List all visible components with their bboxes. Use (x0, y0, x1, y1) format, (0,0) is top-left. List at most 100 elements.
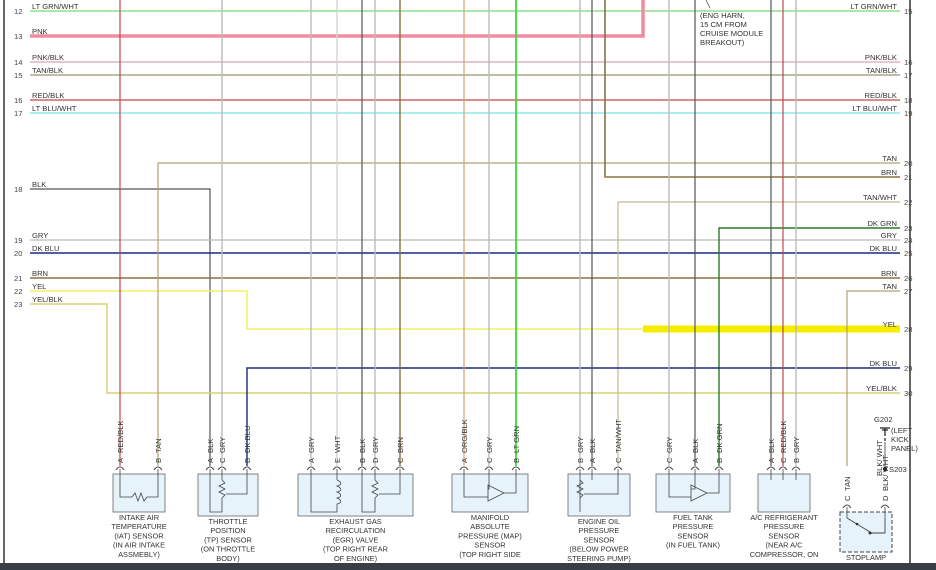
connector-pin-icon (217, 466, 227, 471)
wire-label-right: LT BLU/WHT (853, 104, 898, 113)
pin-letter: C (485, 457, 494, 463)
wire-label-right: GRY (881, 231, 897, 240)
wire-label-right: BRN (881, 269, 897, 278)
splice-icon (883, 467, 887, 471)
component-label-line: (ON THROTTLE (201, 545, 256, 554)
wire-number-right: 30 (904, 389, 912, 398)
pin-wire-color: LT GRN (512, 426, 521, 453)
harness-note-line: CRUISE MODULE (700, 29, 763, 38)
wire-label-left: TAN/BLK (32, 66, 63, 75)
component-stoplamp[interactable]: C TAN D BLK/ WHT STOPLAMP (839, 455, 893, 562)
wire-number-left: 15 (14, 71, 22, 80)
wire-number-left: 21 (14, 274, 22, 283)
bottom-bar (0, 563, 936, 570)
wire-number-right: 22 (904, 198, 912, 207)
pin-wire-color: TAN (843, 476, 852, 491)
pin-letter: B (243, 458, 252, 463)
component-label-line: RECIRCULATION (326, 526, 386, 535)
wire-number-left: 23 (14, 300, 22, 309)
component-label-line: SENSOR (583, 535, 614, 544)
harness-note-line: BREAKOUT) (700, 38, 745, 47)
wire-label-right: DK BLU (870, 244, 897, 253)
pin-wire-color: BLK (691, 439, 700, 453)
component-label-line: (NEAR A/C (766, 541, 804, 550)
wire-number-right: 18 (904, 96, 912, 105)
connector-pin-icon (484, 466, 494, 471)
wires (30, 0, 900, 466)
component-label-line: SENSOR (677, 531, 708, 540)
pin-letter: C (396, 457, 405, 463)
switch-contact-icon (855, 522, 859, 526)
connector-pin-icon (357, 466, 367, 471)
pin-letter: A (588, 457, 597, 463)
wire-label-left: YEL/BLK (32, 295, 63, 304)
ground-icon (880, 427, 890, 433)
wire-label-left: LT BLU/WHT (32, 104, 77, 113)
wire-dk-grn-23 (718, 227, 900, 466)
pin-wire-color: DK BLU (243, 426, 252, 453)
component-label-line: (IN FUEL TANK) (666, 541, 720, 550)
wire-blk-18 (30, 188, 211, 466)
pin-wire-color: BLK (767, 439, 776, 453)
component-label-line: POSITION (210, 526, 245, 535)
component-label-line: A/C REFRIGERANT (750, 513, 818, 522)
wire-label-right: YEL/BLK (866, 384, 897, 393)
pin-letter: D (881, 495, 890, 501)
connector-pin-icon (690, 466, 700, 471)
pin-letter: C (665, 457, 674, 463)
splice-name: S203 (889, 465, 907, 474)
pin-letter: E (333, 458, 342, 463)
wire-label-right: DK BLU (870, 359, 897, 368)
solenoid-coil-icon (310, 479, 342, 513)
wire-labels: 12 LT GRN/WHT 13 PNK 14 PNK/BLK 15 TAN/BLK 16 RED… (14, 2, 912, 398)
pin-letter: A (307, 457, 316, 463)
component-label-line: PRESSURE (673, 522, 714, 531)
connector-pin-icon (153, 466, 163, 471)
note-leader (705, 0, 711, 9)
ground-wire-label: BLK/ WHT (875, 440, 884, 476)
wire-tan-wht-22 (617, 201, 900, 466)
pin-letter: C (614, 457, 623, 463)
component-label-line: OF ENGINE) (334, 554, 377, 563)
pin-letter: B (512, 458, 521, 463)
potentiometer-icon (209, 479, 248, 513)
connector-pin-icon (613, 466, 623, 471)
thermistor-icon (119, 480, 159, 503)
component-label-line: FUEL TANK (673, 513, 713, 522)
component-label-line: (TOP RIGHT REAR (323, 545, 388, 554)
component-map[interactable]: A ORG/BLK C GRY B LT GRN MANIFOLDABSOLUTEPRESS… (451, 419, 529, 559)
component-fuel[interactable]: C GRY A BLK B DK GRN FUEL TANKPRESSURESENSOR(I… (655, 423, 731, 550)
pin-wire-color: BLK (358, 439, 367, 453)
connector-pin-icon (880, 504, 890, 509)
component-label-line: (BELOW POWER (569, 545, 628, 554)
pin-wire-color: RED/BLK (779, 421, 788, 454)
component-label-line: PRESSURE (579, 526, 620, 535)
wire-number-right: 26 (904, 274, 912, 283)
component-label-line: (EGR) VALVE (333, 535, 379, 544)
pin-wire-color: TAN/WHT (614, 419, 623, 453)
component-label-line: PRESSURE (MAP) (458, 531, 522, 540)
component-egr[interactable]: A GRY E WHT B BLK D GRY C BRN EXHAUST GASRECIRCULA… (297, 435, 414, 563)
wire-label-right: RED/BLK (865, 91, 898, 100)
ground-location-line: (LEFT (891, 426, 912, 435)
wire-number-right: 19 (904, 109, 912, 118)
wire-label-right: BRN (881, 168, 897, 177)
component-body (197, 473, 259, 517)
wire-label-left: PNK/BLK (32, 53, 64, 62)
wire-label-left: DK BLU (32, 244, 59, 253)
pin-letter: B (358, 458, 367, 463)
connector-pin-icon (459, 466, 469, 471)
component-body (567, 473, 631, 517)
wire-number-left: 14 (14, 58, 22, 67)
pin-wire-color: GRY (307, 437, 316, 453)
connector-pin-icon (242, 466, 252, 471)
connector-pin-icon (205, 466, 215, 471)
component-label-line: INTAKE AIR (119, 513, 159, 522)
pin-letter: B (576, 458, 585, 463)
